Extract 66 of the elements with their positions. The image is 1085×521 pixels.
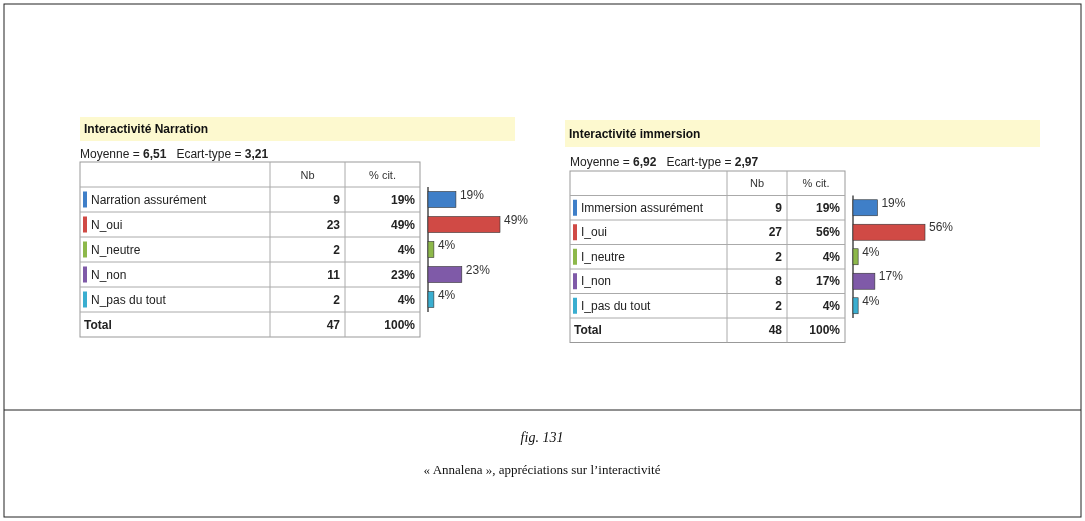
y-tick-label: I_non <box>581 274 612 289</box>
y-tick-label: I_pas du tout <box>581 298 652 313</box>
data-label: 4% <box>822 298 841 313</box>
text: 23% <box>465 262 490 277</box>
text: 4% <box>862 293 880 308</box>
text: 2 <box>333 242 341 257</box>
text: 11 <box>327 267 341 282</box>
text: % cit. <box>802 177 830 190</box>
text: 17% <box>878 269 903 284</box>
data-label: 4% <box>397 242 416 257</box>
bar <box>852 199 878 217</box>
text: 2 <box>775 298 783 313</box>
text: 19% <box>881 195 906 210</box>
text: 19% <box>459 187 484 202</box>
text: 2 <box>333 292 341 307</box>
text: 27 <box>768 225 783 240</box>
text: 49% <box>504 212 529 227</box>
text: 100% <box>809 323 841 338</box>
text: 8 <box>775 274 783 289</box>
bar <box>852 297 859 315</box>
y-tick-label: N_oui <box>91 217 123 232</box>
y-tick-label: I_oui <box>581 225 608 240</box>
data-label: 49% <box>390 217 416 232</box>
text: Interactivité immersion <box>569 126 701 141</box>
bar <box>427 241 435 258</box>
bar <box>852 223 926 241</box>
text: fig. 131 <box>520 430 564 445</box>
text: 48 <box>768 323 783 338</box>
text: « Annalena », appréciations sur l’interactivité <box>423 462 661 477</box>
data-label: 56% <box>815 225 841 240</box>
text: 100% <box>384 317 416 332</box>
bar <box>852 248 859 266</box>
text: 2 <box>775 249 783 264</box>
text: 9 <box>333 192 341 207</box>
data-label: 17% <box>815 274 841 289</box>
text: 4% <box>437 237 456 252</box>
text: Interactivité Narration <box>84 122 209 136</box>
data-label: 4% <box>822 249 841 264</box>
data-label: 19% <box>390 192 416 207</box>
text: 4% <box>437 287 456 302</box>
data-label: 19% <box>815 200 841 215</box>
text: % cit. <box>369 168 396 181</box>
data-label: 4% <box>397 292 416 307</box>
bar <box>852 272 876 290</box>
text: 47 <box>326 317 341 332</box>
text: Nb <box>300 168 315 181</box>
text: 9 <box>775 200 783 215</box>
text: Total <box>84 317 112 332</box>
y-tick-label: Immersion assurément <box>581 200 704 215</box>
text: Nb <box>749 177 765 190</box>
bar <box>427 191 457 208</box>
y-tick-label: I_neutre <box>581 249 626 264</box>
text: 4% <box>862 244 880 259</box>
data-label: 23% <box>390 267 416 282</box>
y-tick-label: N_pas du tout <box>91 292 167 307</box>
text: Moyenne = 6,92 Ecart-type = 2,97 <box>570 155 759 169</box>
bar <box>427 291 435 308</box>
text: 56% <box>929 220 954 235</box>
text: Total <box>574 323 602 338</box>
y-tick-label: N_non <box>91 267 127 282</box>
text: Moyenne = 6,51 Ecart-type = 3,21 <box>80 147 269 161</box>
y-tick-label: N_neutre <box>91 242 141 257</box>
y-tick-label: Narration assurément <box>91 192 208 207</box>
bar <box>427 216 501 233</box>
bar <box>427 266 463 283</box>
text: 23 <box>326 217 341 232</box>
